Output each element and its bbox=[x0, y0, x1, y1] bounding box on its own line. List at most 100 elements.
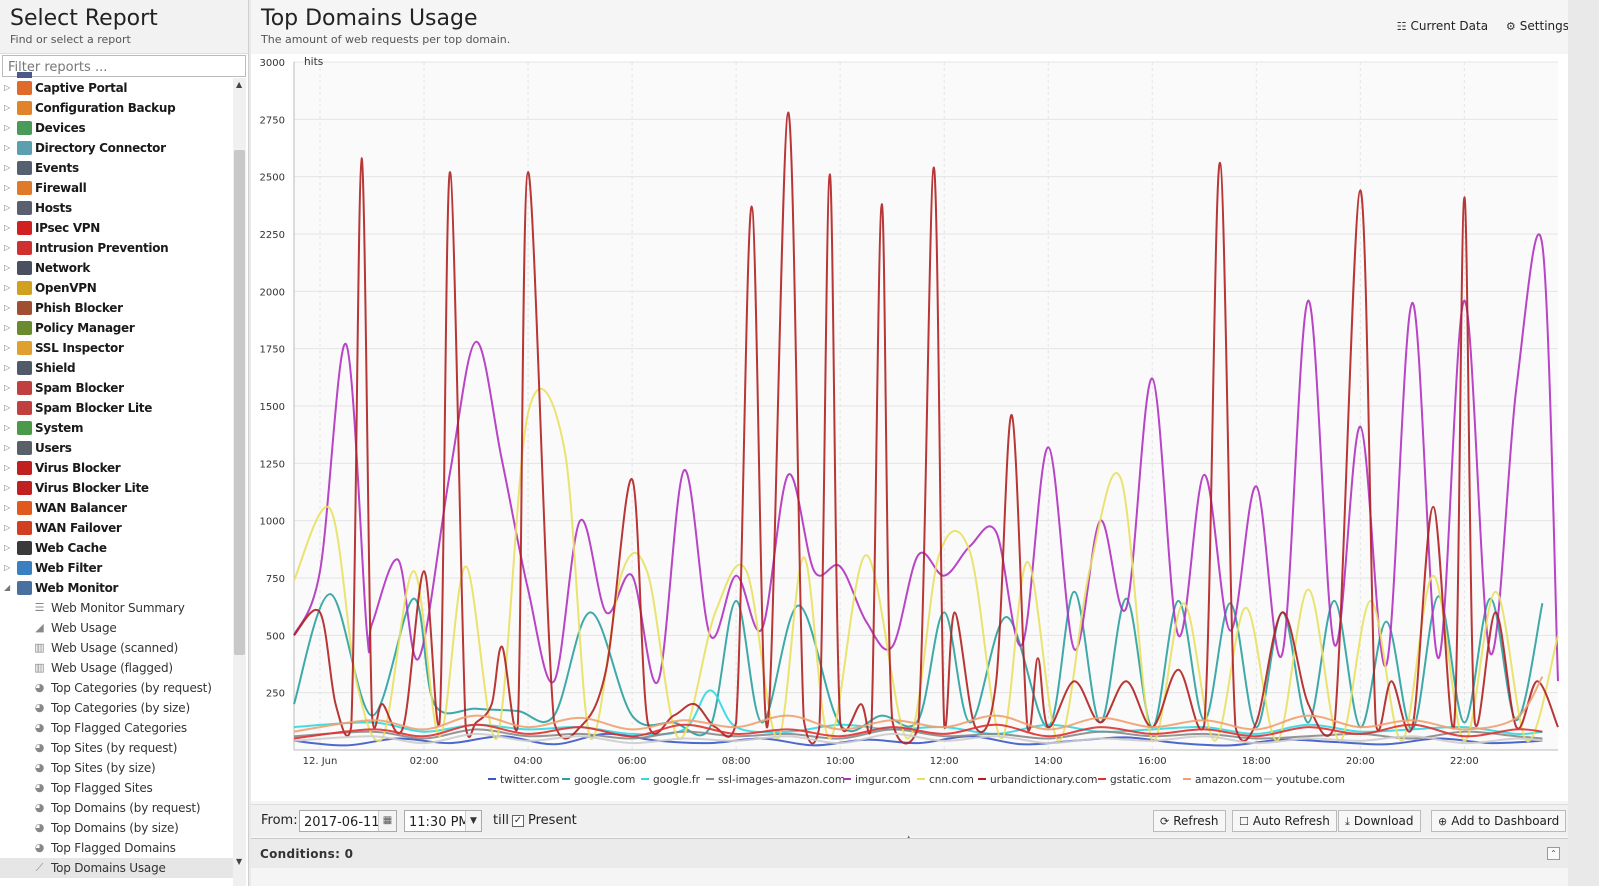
tree-report-item[interactable]: ▥ Web Usage (flagged) bbox=[0, 658, 233, 678]
tree-item-web-monitor[interactable]: ◢ Web Monitor bbox=[0, 578, 233, 598]
tree-scrollbar[interactable]: ▲ ▼ bbox=[233, 78, 246, 886]
series-line-urbandictionary-com bbox=[293, 111, 1559, 745]
calendar-icon[interactable]: ▦ bbox=[378, 811, 396, 831]
collapsed-arrow-icon[interactable]: ▷ bbox=[4, 83, 11, 92]
settings-button[interactable]: ⚙ Settings bbox=[1506, 19, 1569, 33]
collapsed-arrow-icon[interactable]: ▷ bbox=[4, 103, 11, 112]
collapsed-arrow-icon[interactable]: ▷ bbox=[4, 403, 11, 412]
collapsed-arrow-icon[interactable]: ▷ bbox=[4, 323, 11, 332]
tree-item-phish-blocker[interactable]: ▷ Phish Blocker bbox=[0, 298, 233, 318]
present-label[interactable]: Present bbox=[528, 813, 577, 828]
tree-item-events[interactable]: ▷ Events bbox=[0, 158, 233, 178]
tree-item-spam-blocker[interactable]: ▷ Spam Blocker bbox=[0, 378, 233, 398]
add-to-dashboard-button[interactable]: ⊕ Add to Dashboard bbox=[1431, 810, 1567, 832]
tree-report-item[interactable]: ▥ Web Usage (scanned) bbox=[0, 638, 233, 658]
collapsed-arrow-icon[interactable]: ▷ bbox=[4, 303, 11, 312]
scroll-thumb[interactable] bbox=[234, 150, 245, 655]
firewall-icon bbox=[17, 181, 32, 195]
present-checkbox[interactable]: ✓ bbox=[512, 815, 524, 827]
collapsed-arrow-icon[interactable]: ▷ bbox=[4, 143, 11, 152]
tree-item-openvpn[interactable]: ▷ OpenVPN bbox=[0, 278, 233, 298]
legend-item: google.com bbox=[574, 774, 635, 786]
tree-item-ssl-inspector[interactable]: ▷ SSL Inspector bbox=[0, 338, 233, 358]
tree-item-intrusion-prevention[interactable]: ▷ Intrusion Prevention bbox=[0, 238, 233, 258]
tree-report-item[interactable]: ◕ Top Sites (by size) bbox=[0, 758, 233, 778]
tree-report-item[interactable]: ◢ Web Usage bbox=[0, 618, 233, 638]
auto-refresh-button[interactable]: ☐ Auto Refresh bbox=[1232, 810, 1337, 832]
tree-item-network[interactable]: ▷ Network bbox=[0, 258, 233, 278]
filter-reports-input[interactable] bbox=[3, 57, 245, 78]
collapsed-arrow-icon[interactable]: ▷ bbox=[4, 523, 11, 532]
tree-item-shield[interactable]: ▷ Shield bbox=[0, 358, 233, 378]
collapsed-arrow-icon[interactable]: ▷ bbox=[4, 163, 11, 172]
collapsed-arrow-icon[interactable]: ▷ bbox=[4, 563, 11, 572]
tree-item-firewall[interactable]: ▷ Firewall bbox=[0, 178, 233, 198]
wan-failover-icon bbox=[17, 521, 32, 535]
tree-item-users[interactable]: ▷ Users bbox=[0, 438, 233, 458]
tree-item-web-cache[interactable]: ▷ Web Cache bbox=[0, 538, 233, 558]
collapsed-arrow-icon[interactable]: ▷ bbox=[4, 543, 11, 552]
tree-report-item[interactable]: ◕ Top Flagged Categories bbox=[0, 718, 233, 738]
tree-item-hosts[interactable]: ▷ Hosts bbox=[0, 198, 233, 218]
conditions-label: Conditions: 0 bbox=[260, 847, 354, 861]
collapse-icon[interactable]: ⌃ bbox=[1547, 847, 1560, 860]
tree-item-configuration-backup[interactable]: ▷ Configuration Backup bbox=[0, 98, 233, 118]
collapsed-arrow-icon[interactable]: ▷ bbox=[4, 123, 11, 132]
tree-report-item[interactable]: ◕ Top Categories (by request) bbox=[0, 678, 233, 698]
collapsed-arrow-icon[interactable]: ▷ bbox=[4, 503, 11, 512]
tree-report-item[interactable]: ◕ Top Sites (by request) bbox=[0, 738, 233, 758]
collapsed-arrow-icon[interactable]: ▷ bbox=[4, 423, 11, 432]
tree-item-devices[interactable]: ▷ Devices bbox=[0, 118, 233, 138]
collapsed-arrow-icon[interactable]: ▷ bbox=[4, 443, 11, 452]
tree-report-item[interactable]: ◕ Top Domains (by size) bbox=[0, 818, 233, 838]
collapsed-arrow-icon[interactable]: ▷ bbox=[4, 203, 11, 212]
time-field[interactable]: ▼ bbox=[404, 810, 482, 833]
download-button[interactable]: ⤓ Download bbox=[1338, 810, 1421, 832]
current-data-button[interactable]: ☷ Current Data bbox=[1397, 19, 1488, 33]
tree-item-wan-balancer[interactable]: ▷ WAN Balancer bbox=[0, 498, 233, 518]
refresh-button[interactable]: ⟳ Refresh bbox=[1153, 810, 1226, 832]
tree-report-item[interactable]: ◕ Top Flagged Domains bbox=[0, 838, 233, 858]
collapsed-arrow-icon[interactable]: ▷ bbox=[4, 243, 11, 252]
collapsed-arrow-icon[interactable]: ▷ bbox=[4, 263, 11, 272]
events-icon bbox=[17, 161, 32, 175]
tree-item-spam-blocker-lite[interactable]: ▷ Spam Blocker Lite bbox=[0, 398, 233, 418]
tree-item-system[interactable]: ▷ System bbox=[0, 418, 233, 438]
tree-item-ipsec-vpn[interactable]: ▷ IPsec VPN bbox=[0, 218, 233, 238]
collapsed-arrow-icon[interactable]: ▷ bbox=[4, 483, 11, 492]
collapsed-arrow-icon[interactable]: ▷ bbox=[4, 463, 11, 472]
collapsed-arrow-icon[interactable]: ▷ bbox=[4, 343, 11, 352]
y-tick-label: 750 bbox=[266, 574, 285, 585]
from-label: From: bbox=[261, 813, 298, 828]
time-input[interactable] bbox=[405, 812, 465, 833]
tree-item-directory-connector[interactable]: ▷ Directory Connector bbox=[0, 138, 233, 158]
tree-report-item[interactable]: ☰ Web Monitor Summary bbox=[0, 598, 233, 618]
tree-item-virus-blocker[interactable]: ▷ Virus Blocker bbox=[0, 458, 233, 478]
expanded-arrow-icon[interactable]: ◢ bbox=[4, 583, 11, 592]
tree-item-virus-blocker-lite[interactable]: ▷ Virus Blocker Lite bbox=[0, 478, 233, 498]
tree-item-policy-manager[interactable]: ▷ Policy Manager bbox=[0, 318, 233, 338]
collapsed-arrow-icon[interactable]: ▷ bbox=[4, 363, 11, 372]
collapsed-arrow-icon[interactable]: ▷ bbox=[4, 183, 11, 192]
chevron-down-icon[interactable]: ▼ bbox=[465, 811, 481, 831]
date-input[interactable] bbox=[300, 812, 378, 833]
collapsed-arrow-icon[interactable]: ▷ bbox=[4, 283, 11, 292]
date-field[interactable]: ▦ bbox=[299, 810, 397, 833]
pie-chart-icon: ◕ bbox=[34, 701, 45, 714]
collapsed-arrow-icon[interactable]: ▷ bbox=[4, 383, 11, 392]
scroll-down-arrow-icon[interactable]: ▼ bbox=[236, 857, 243, 866]
tree-report-item[interactable]: ◕ Top Domains (by request) bbox=[0, 798, 233, 818]
tree-report-item[interactable]: ◕ Top Categories (by size) bbox=[0, 698, 233, 718]
download-label: Download bbox=[1353, 814, 1414, 828]
tree-report-item[interactable]: ⟋ Top Domains Usage bbox=[0, 858, 233, 878]
scroll-up-arrow-icon[interactable]: ▲ bbox=[236, 80, 243, 89]
tree-report-item[interactable]: ◕ Top Flagged Sites bbox=[0, 778, 233, 798]
devices-icon bbox=[17, 121, 32, 135]
tree-item-captive-portal[interactable]: ▷ Captive Portal bbox=[0, 78, 233, 98]
tree-item-wan-failover[interactable]: ▷ WAN Failover bbox=[0, 518, 233, 538]
collapsed-arrow-icon[interactable]: ▷ bbox=[4, 223, 11, 232]
tree-item-label: Shield bbox=[35, 361, 76, 375]
filter-reports-box[interactable] bbox=[2, 55, 246, 78]
pie-chart-icon: ◕ bbox=[34, 801, 45, 814]
tree-item-web-filter[interactable]: ▷ Web Filter bbox=[0, 558, 233, 578]
